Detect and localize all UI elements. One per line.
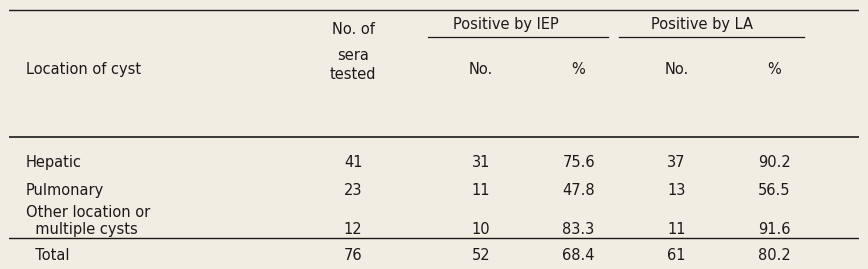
Text: 80.2: 80.2	[758, 248, 791, 263]
Text: No.: No.	[664, 62, 688, 77]
Text: Location of cyst: Location of cyst	[26, 62, 141, 77]
Text: %: %	[767, 62, 781, 77]
Text: tested: tested	[330, 67, 377, 82]
Text: %: %	[572, 62, 586, 77]
Text: 37: 37	[667, 155, 686, 169]
Text: Positive by IEP: Positive by IEP	[453, 17, 559, 32]
Text: 83.3: 83.3	[562, 222, 595, 237]
Text: No. of: No. of	[332, 22, 375, 37]
Text: 75.6: 75.6	[562, 155, 595, 169]
Text: Pulmonary: Pulmonary	[26, 183, 104, 198]
Text: 68.4: 68.4	[562, 248, 595, 263]
Text: Positive by LA: Positive by LA	[651, 17, 753, 32]
Text: 91.6: 91.6	[758, 222, 791, 237]
Text: 10: 10	[471, 222, 490, 237]
Text: 41: 41	[344, 155, 363, 169]
Text: 47.8: 47.8	[562, 183, 595, 198]
Text: 52: 52	[471, 248, 490, 263]
Text: 11: 11	[471, 183, 490, 198]
Text: 31: 31	[471, 155, 490, 169]
Text: 13: 13	[667, 183, 686, 198]
Text: Other location or: Other location or	[26, 205, 150, 220]
Text: 56.5: 56.5	[758, 183, 791, 198]
Text: Total: Total	[26, 248, 69, 263]
Text: multiple cysts: multiple cysts	[26, 222, 137, 237]
Text: 12: 12	[344, 222, 363, 237]
Text: Hepatic: Hepatic	[26, 155, 82, 169]
Text: 23: 23	[344, 183, 363, 198]
Text: 76: 76	[344, 248, 363, 263]
Text: 11: 11	[667, 222, 686, 237]
Text: 90.2: 90.2	[758, 155, 791, 169]
Text: 61: 61	[667, 248, 686, 263]
Text: sera: sera	[338, 48, 369, 63]
Text: No.: No.	[469, 62, 493, 77]
